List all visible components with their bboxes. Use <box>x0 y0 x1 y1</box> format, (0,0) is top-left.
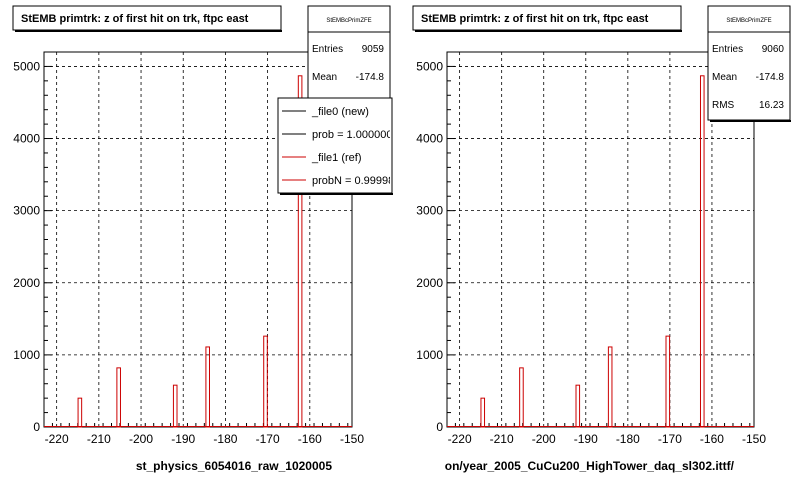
x-tick-label: -200 <box>129 432 153 446</box>
x-tick-label: -180 <box>213 432 237 446</box>
y-tick-label: 2000 <box>416 276 443 290</box>
y-tick-label: 1000 <box>13 348 40 362</box>
x-tick-label: -150 <box>340 432 364 446</box>
y-tick-label: 4000 <box>416 132 443 146</box>
legend-label: _file0 (new) <box>311 106 369 118</box>
x-tick-label: -200 <box>532 432 556 446</box>
stats-value: -174.8 <box>356 72 385 83</box>
stats-value: 9059 <box>362 44 385 55</box>
stats-label: RMS <box>712 100 735 111</box>
y-tick-label: 0 <box>33 420 40 434</box>
x-tick-label: -170 <box>256 432 280 446</box>
y-tick-label: 5000 <box>13 59 40 73</box>
x-tick-label: -210 <box>87 432 111 446</box>
y-tick-label: 3000 <box>416 204 443 218</box>
y-tick-label: 1000 <box>416 348 443 362</box>
chart-title: StEMB primtrk: z of first hit on trk, ft… <box>421 13 649 25</box>
y-tick-label: 3000 <box>13 204 40 218</box>
stats-value: 9060 <box>762 44 785 55</box>
y-tick-label: 0 <box>436 420 443 434</box>
x-tick-label: -150 <box>742 432 766 446</box>
x-tick-label: -190 <box>574 432 598 446</box>
x-axis-label: st_physics_6054016_raw_1020005 <box>136 459 332 473</box>
x-tick-label: -180 <box>616 432 640 446</box>
y-tick-label: 2000 <box>13 276 40 290</box>
stats-label: Entries <box>712 44 743 55</box>
stats-label: Mean <box>712 72 737 83</box>
chart-title: StEMB primtrk: z of first hit on trk, ft… <box>21 13 249 25</box>
chart-panel-2: -220 -210 -200 -190 -180 -170 -160 -150 0 1000 200… <box>412 5 791 473</box>
stats-box <box>707 5 791 121</box>
legend-label: prob = 1.000000 <box>312 129 392 141</box>
title-box <box>12 5 282 31</box>
stats-label: Mean <box>312 72 337 83</box>
title-box <box>412 5 682 31</box>
x-tick-label: -220 <box>45 432 69 446</box>
y-tick-label: 5000 <box>416 59 443 73</box>
x-tick-label: -170 <box>658 432 682 446</box>
legend-box <box>277 97 393 194</box>
x-tick-label: -190 <box>171 432 195 446</box>
stats-value: 16.23 <box>759 100 784 111</box>
x-axis-label: on/year_2005_CuCu200_HighTower_daq_sl302… <box>445 459 735 473</box>
stats-label: Entries <box>312 44 343 55</box>
legend-label: probN = 0.99998 <box>312 175 394 187</box>
x-tick-label: -220 <box>448 432 472 446</box>
stats-name: StEMBcPrimZFE <box>326 18 371 24</box>
legend-label: _file1 (ref) <box>311 152 362 164</box>
x-tick-label: -160 <box>700 432 724 446</box>
x-tick-label: -160 <box>298 432 322 446</box>
x-tick-label: -210 <box>490 432 514 446</box>
stats-value: -174.8 <box>756 72 785 83</box>
chart-panel-1: -220 -210 -200 -190 -180 -170 -160 -150 0 1000 200… <box>12 5 394 473</box>
y-tick-label: 4000 <box>13 132 40 146</box>
plot-frame <box>446 51 755 428</box>
stats-box <box>307 5 391 99</box>
stats-name: StEMBcPrimZFE <box>726 18 771 24</box>
